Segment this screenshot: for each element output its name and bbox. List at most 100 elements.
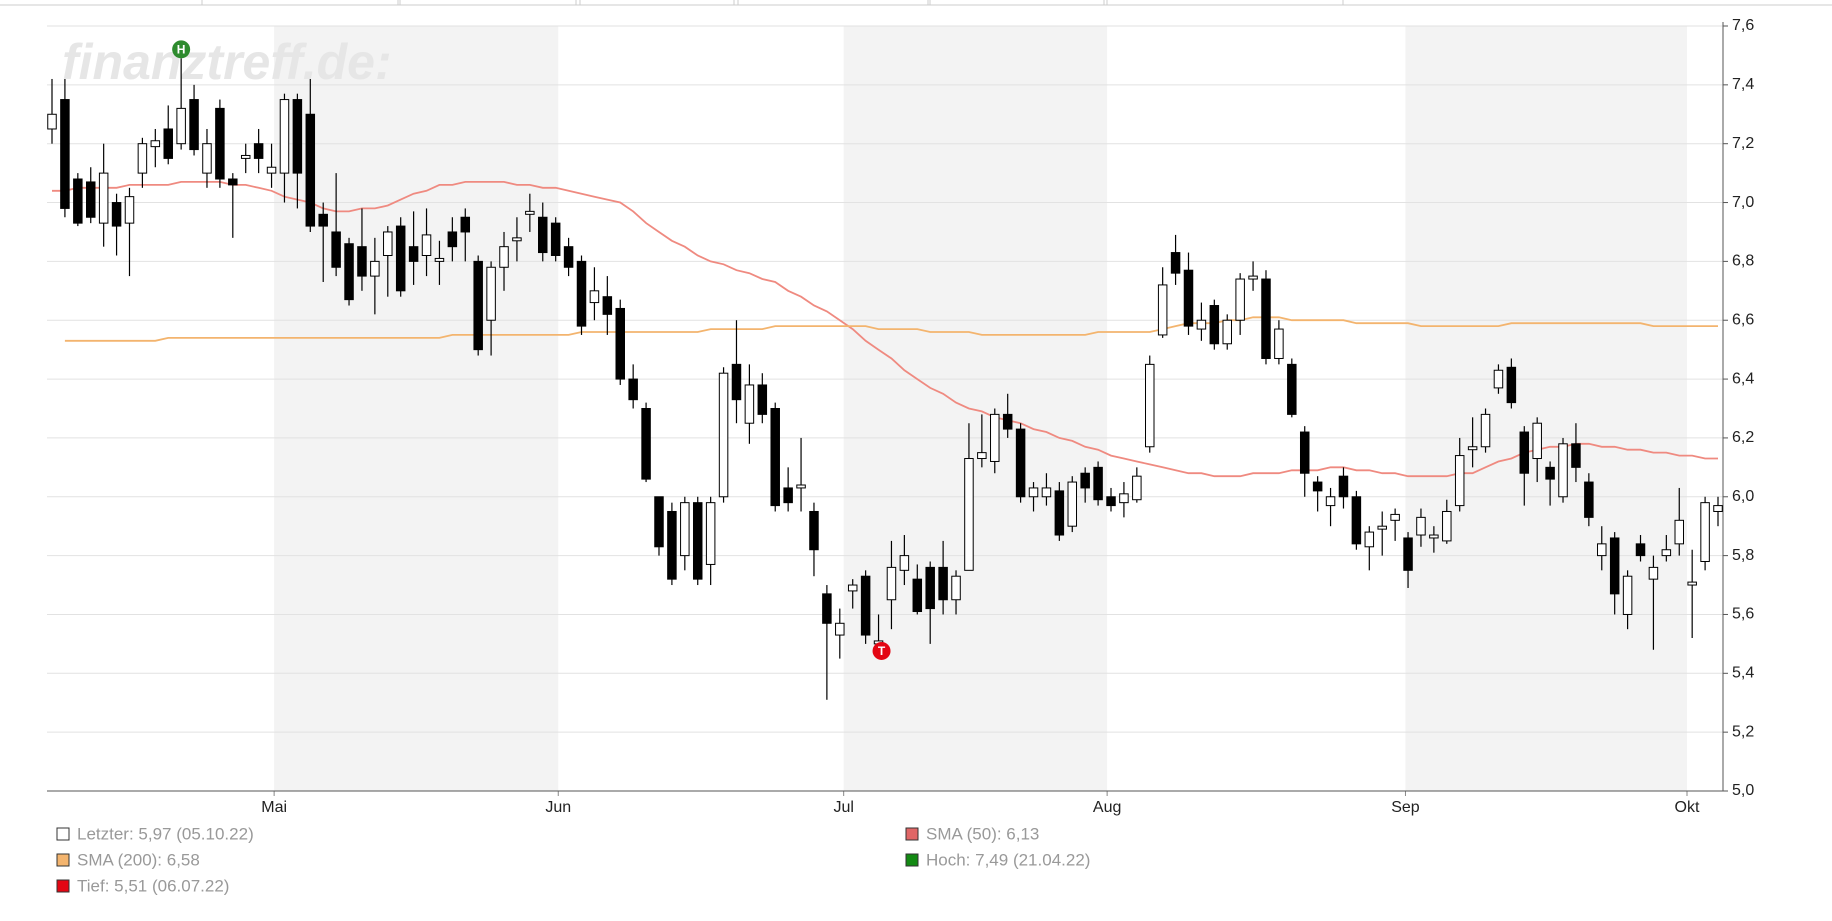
candle-body xyxy=(731,363,742,401)
candle-body xyxy=(718,372,729,498)
candle-body xyxy=(176,107,186,145)
candle-body xyxy=(1454,455,1465,507)
candle-body xyxy=(1377,525,1387,530)
candle-body xyxy=(822,593,832,624)
watermark: finanztreff.de: xyxy=(62,34,392,90)
y-tick-label: 7,0 xyxy=(1732,194,1754,211)
candle-body xyxy=(692,502,703,580)
candle-body xyxy=(460,216,471,233)
candle-body xyxy=(266,166,277,174)
candle-body xyxy=(835,622,845,636)
x-tick-label: Mai xyxy=(261,799,287,816)
candle-body xyxy=(447,231,458,248)
candle-body xyxy=(60,99,70,209)
candle-body xyxy=(1261,278,1271,359)
candle-body xyxy=(1713,505,1723,512)
candle-body xyxy=(163,128,173,159)
candle-body xyxy=(228,178,238,186)
legend-swatch xyxy=(905,827,919,841)
candle-body xyxy=(538,216,548,254)
candle-body xyxy=(1558,443,1568,498)
candle-body xyxy=(654,496,664,548)
legend-label: SMA (200): 6,58 xyxy=(77,850,200,869)
candle-body xyxy=(98,172,109,224)
x-tick-label: Jun xyxy=(545,799,571,816)
candle-body xyxy=(860,575,871,636)
candle-body xyxy=(137,143,148,174)
candle-body xyxy=(847,584,858,592)
candle-body xyxy=(124,196,135,224)
candle-body xyxy=(1467,446,1478,451)
candle-body xyxy=(1687,581,1697,586)
candle-body xyxy=(938,566,948,601)
candle-body xyxy=(1287,363,1297,415)
y-tick-label: 5,0 xyxy=(1732,782,1754,799)
candle-body xyxy=(1080,472,1090,489)
legend-swatch xyxy=(56,853,70,867)
candle-body xyxy=(1532,422,1542,460)
candle-body xyxy=(1274,328,1284,359)
candle-body xyxy=(925,566,935,610)
candle-body xyxy=(1015,428,1026,498)
candle-body xyxy=(1403,537,1413,571)
candle-body xyxy=(1545,466,1555,480)
candle-body xyxy=(1170,252,1181,274)
legend-swatch xyxy=(56,879,70,893)
y-tick-label: 6,6 xyxy=(1732,311,1754,328)
candle-body xyxy=(1338,475,1349,498)
candle-body xyxy=(783,487,793,504)
candle-body xyxy=(1442,510,1452,542)
x-tick-label: Sep xyxy=(1391,799,1420,816)
y-tick-label: 6,4 xyxy=(1732,370,1754,387)
candle-body xyxy=(641,408,651,480)
candle-body xyxy=(951,575,961,601)
candle-body xyxy=(1480,413,1491,448)
candle-body xyxy=(202,143,212,174)
candle-body xyxy=(1519,431,1530,474)
y-tick-label: 7,2 xyxy=(1732,135,1754,152)
legend-label: Letzter: 5,97 (05.10.22) xyxy=(77,824,254,843)
y-tick-label: 6,0 xyxy=(1732,488,1754,505)
month-band xyxy=(274,26,559,791)
candle-body xyxy=(1157,284,1168,336)
candle-body xyxy=(744,384,755,424)
y-tick-label: 6,2 xyxy=(1732,429,1754,446)
candle-body xyxy=(770,408,780,507)
candle-body xyxy=(383,231,393,256)
candle-body xyxy=(1028,487,1039,498)
candle-body xyxy=(1145,363,1155,448)
candle-body xyxy=(1312,481,1323,492)
candle-body xyxy=(1183,269,1194,327)
candle-body xyxy=(1235,278,1245,321)
marker-badge xyxy=(872,641,891,660)
candle-body xyxy=(1351,496,1362,545)
candle-body xyxy=(150,140,161,148)
candle-body xyxy=(1429,534,1439,539)
candle-body xyxy=(602,296,613,315)
candle-body xyxy=(576,260,587,327)
candle-body xyxy=(292,99,303,174)
candle-body xyxy=(189,99,199,151)
candle-body xyxy=(73,178,83,224)
candle-body xyxy=(499,246,509,268)
candle-body xyxy=(1622,575,1633,615)
candle-body xyxy=(1661,549,1672,557)
candle-body xyxy=(1674,519,1685,545)
candle-body xyxy=(1506,366,1517,404)
legend-label: SMA (50): 6,13 xyxy=(926,824,1039,843)
candle-body xyxy=(589,290,600,304)
candle-body xyxy=(977,452,987,460)
candle-body xyxy=(1299,431,1310,474)
candle-body xyxy=(421,234,432,256)
candle-body xyxy=(1584,481,1594,518)
candle-body xyxy=(757,384,768,415)
tab-strip xyxy=(0,0,1832,6)
marker-badge xyxy=(172,40,191,59)
y-tick-label: 6,8 xyxy=(1732,253,1754,270)
candle-body xyxy=(473,260,483,351)
marker-label: T xyxy=(878,644,886,658)
candle-body xyxy=(525,210,535,215)
candle-body xyxy=(809,510,819,551)
